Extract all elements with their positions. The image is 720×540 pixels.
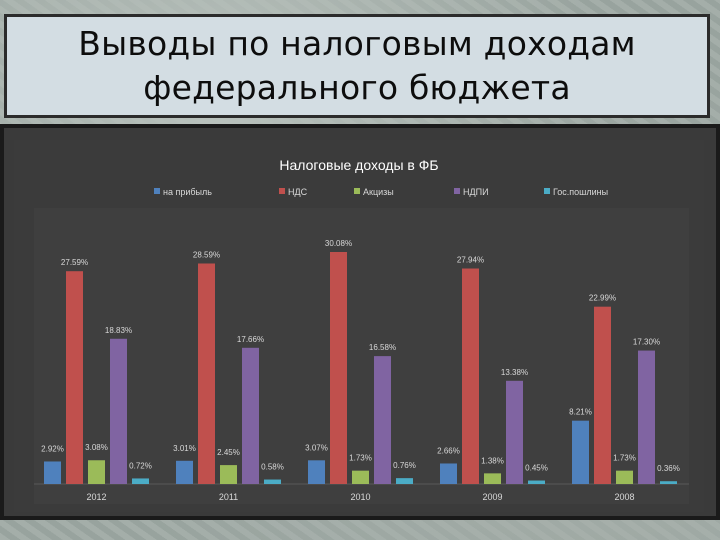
bar-2011-2: [220, 465, 237, 484]
data-label-2008-3: 17.30%: [633, 338, 660, 347]
data-label-2009-1: 27.94%: [457, 256, 484, 265]
legend-label-1: НДС: [288, 187, 308, 197]
data-label-2010-3: 16.58%: [369, 343, 396, 352]
slide-title: Выводы по налоговым доходам федерального…: [78, 24, 636, 107]
legend-swatch-4: [544, 188, 550, 194]
bars-group: [44, 252, 677, 484]
x-tick-2008: 2008: [614, 492, 634, 502]
bar-2012-2: [88, 460, 105, 484]
legend-label-2: Акцизы: [363, 187, 394, 197]
data-label-2012-1: 27.59%: [61, 258, 88, 267]
bar-2009-4: [528, 480, 545, 484]
legend-label-3: НДПИ: [463, 187, 489, 197]
legend-swatch-0: [154, 188, 160, 194]
bar-2011-3: [242, 347, 259, 484]
data-label-2011-4: 0.58%: [261, 463, 284, 472]
bar-2008-1: [594, 306, 611, 484]
bar-2010-3: [374, 356, 391, 484]
data-label-2009-3: 13.38%: [501, 368, 528, 377]
bar-chart: Налоговые доходы в ФБ на прибыль НДС Акциз…: [34, 157, 689, 504]
x-tick-2012: 2012: [86, 492, 106, 502]
chart-title: Налоговые доходы в ФБ: [279, 157, 438, 173]
bar-2012-3: [110, 338, 127, 484]
chart-area: Налоговые доходы в ФБ на прибыль НДС Акциз…: [14, 140, 704, 512]
bar-2008-3: [638, 350, 655, 484]
slide-title-box: Выводы по налоговым доходам федерального…: [4, 14, 710, 118]
bar-2012-1: [66, 271, 83, 484]
data-label-2010-0: 3.07%: [305, 443, 328, 452]
data-labels-group: 2.92% 27.59% 3.08% 18.83% 0.72% 3.01% 28.59% 2.…: [41, 239, 680, 473]
bar-2010-1: [330, 252, 347, 484]
data-label-2012-0: 2.92%: [41, 444, 64, 453]
data-label-2012-3: 18.83%: [105, 326, 132, 335]
data-label-2008-4: 0.36%: [657, 464, 680, 473]
data-label-2009-4: 0.45%: [525, 464, 548, 473]
bar-2011-4: [264, 479, 281, 484]
bar-2012-4: [132, 478, 149, 484]
bar-2011-0: [176, 460, 193, 484]
x-tick-labels: 2012 2011 2010 2009 2008: [86, 492, 634, 502]
data-label-2011-1: 28.59%: [193, 250, 220, 259]
x-tick-2010: 2010: [350, 492, 370, 502]
bar-2011-1: [198, 263, 215, 484]
data-label-2011-2: 2.45%: [217, 448, 240, 457]
data-label-2010-2: 1.73%: [349, 454, 372, 463]
legend-swatch-1: [279, 188, 285, 194]
data-label-2008-0: 8.21%: [569, 408, 592, 417]
legend-swatch-3: [454, 188, 460, 194]
bar-2010-2: [352, 470, 369, 484]
bar-2008-0: [572, 420, 589, 484]
bar-2009-2: [484, 473, 501, 484]
bar-2009-1: [462, 268, 479, 484]
bar-2008-4: [660, 481, 677, 484]
data-label-2009-0: 2.66%: [437, 446, 460, 455]
legend-label-0: на прибыль: [163, 187, 212, 197]
bar-2010-4: [396, 478, 413, 484]
legend-label-4: Гос.пошлины: [553, 187, 608, 197]
data-label-2008-2: 1.73%: [613, 454, 636, 463]
legend-swatch-2: [354, 188, 360, 194]
bar-2012-0: [44, 461, 61, 484]
bar-2010-0: [308, 460, 325, 484]
bar-2009-0: [440, 463, 457, 484]
data-label-2010-1: 30.08%: [325, 239, 352, 248]
x-tick-2011: 2011: [219, 492, 238, 502]
chart-legend: на прибыль НДС Акцизы НДПИ Гос.пошлины: [154, 187, 608, 197]
data-label-2012-4: 0.72%: [129, 461, 152, 470]
data-label-2011-0: 3.01%: [173, 444, 196, 453]
x-tick-2009: 2009: [482, 492, 502, 502]
data-label-2011-3: 17.66%: [237, 335, 264, 344]
bar-2009-3: [506, 380, 523, 484]
data-label-2012-2: 3.08%: [85, 443, 108, 452]
data-label-2008-1: 22.99%: [589, 294, 616, 303]
data-label-2009-2: 1.38%: [481, 456, 504, 465]
data-label-2010-4: 0.76%: [393, 461, 416, 470]
bar-2008-2: [616, 470, 633, 484]
